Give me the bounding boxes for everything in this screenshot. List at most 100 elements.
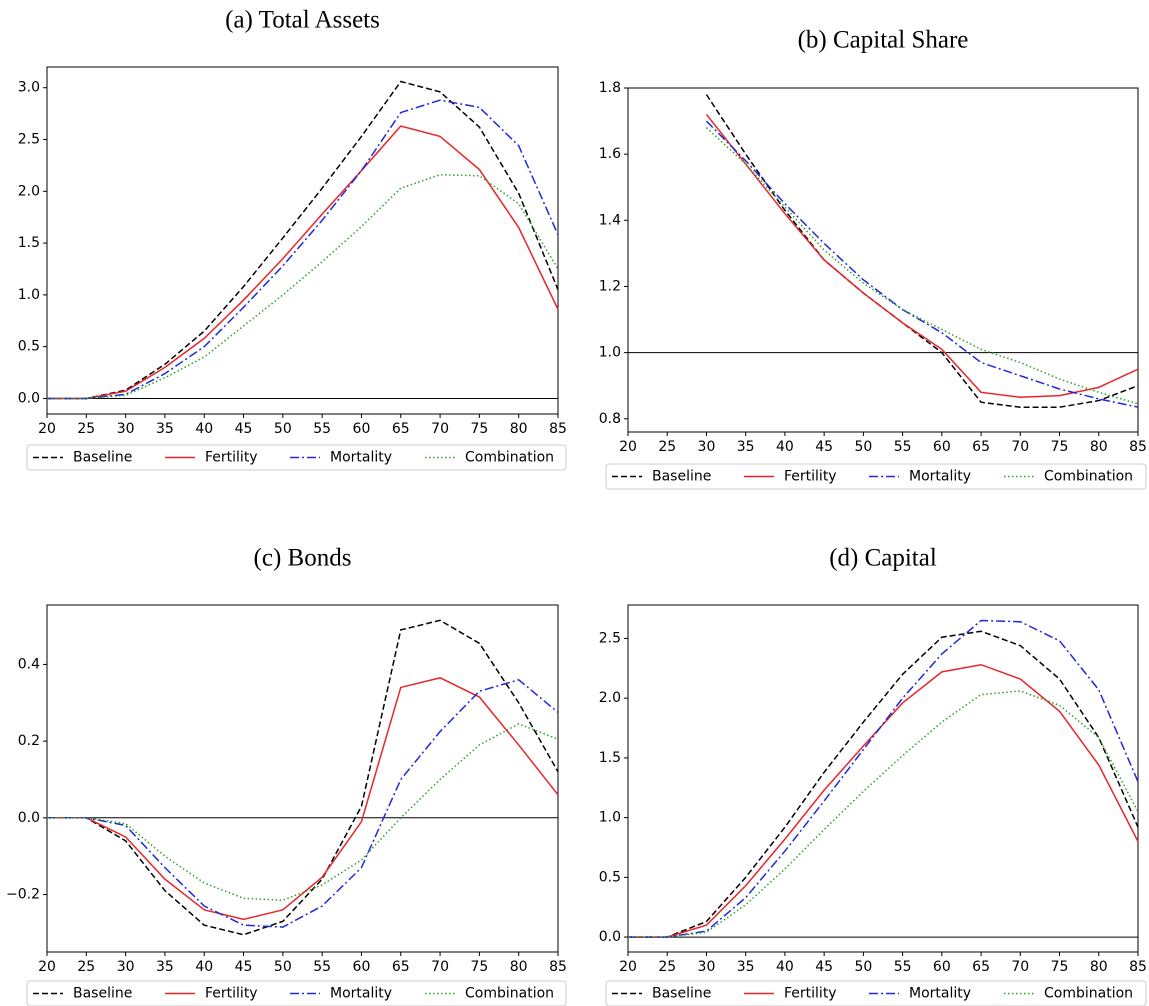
legend-label: Combination bbox=[465, 986, 554, 1002]
legend-label: Baseline bbox=[73, 986, 132, 1002]
y-tick-label: −0.2 bbox=[6, 886, 40, 902]
x-tick-label: 70 bbox=[1011, 959, 1029, 975]
y-tick-label: 3.0 bbox=[18, 80, 40, 96]
legend-label: Combination bbox=[465, 450, 554, 466]
series-line bbox=[705, 113, 1139, 399]
x-tick-label: 20 bbox=[38, 421, 56, 437]
x-tick-label: 40 bbox=[195, 959, 213, 975]
y-tick-label: 0.4 bbox=[18, 656, 40, 672]
y-tick-label: 2.0 bbox=[599, 690, 621, 706]
series-line bbox=[47, 678, 559, 928]
x-tick-label: 45 bbox=[235, 421, 253, 437]
x-tick-label: 35 bbox=[156, 421, 174, 437]
y-tick-label: 1.0 bbox=[599, 345, 621, 361]
legend-label: Mortality bbox=[330, 986, 392, 1002]
x-tick-label: 25 bbox=[77, 959, 95, 975]
axes-frame bbox=[627, 604, 1139, 953]
legend-label: Fertility bbox=[205, 450, 258, 466]
axes-frame bbox=[46, 604, 559, 953]
x-tick-label: 80 bbox=[510, 959, 528, 975]
y-tick-label: 0.5 bbox=[599, 869, 621, 885]
x-tick-label: 55 bbox=[313, 959, 331, 975]
x-tick-label: 45 bbox=[815, 439, 833, 455]
y-tick-label: 1.5 bbox=[599, 750, 621, 766]
series-line bbox=[47, 619, 559, 936]
series-line bbox=[628, 630, 1139, 938]
y-tick-label: 1.2 bbox=[599, 278, 621, 294]
x-tick-label: 40 bbox=[776, 959, 794, 975]
y-tick-label: 0.8 bbox=[599, 411, 621, 427]
x-tick-label: 30 bbox=[698, 439, 716, 455]
series-line bbox=[705, 94, 1139, 408]
y-tick-label: 0.5 bbox=[18, 339, 40, 355]
x-tick-label: 25 bbox=[77, 421, 95, 437]
legend-label: Mortality bbox=[909, 986, 971, 1002]
series-line bbox=[47, 173, 559, 400]
subplot-title: (d) Capital bbox=[829, 545, 937, 572]
x-tick-label: 80 bbox=[1090, 959, 1108, 975]
legend-label: Baseline bbox=[652, 469, 711, 485]
series-line bbox=[47, 125, 559, 400]
legend-label: Baseline bbox=[73, 450, 132, 466]
y-tick-label: 2.5 bbox=[18, 132, 40, 148]
series-line bbox=[628, 663, 1139, 938]
axes-frame bbox=[627, 87, 1139, 433]
series-line bbox=[47, 99, 559, 400]
legend-label: Fertility bbox=[784, 469, 837, 485]
y-tick-label: 1.5 bbox=[18, 235, 40, 251]
x-tick-label: 85 bbox=[1129, 959, 1147, 975]
x-tick-label: 20 bbox=[619, 959, 637, 975]
x-tick-label: 50 bbox=[854, 439, 872, 455]
x-tick-label: 45 bbox=[815, 959, 833, 975]
axes-frame bbox=[46, 66, 559, 415]
series-line bbox=[47, 677, 559, 921]
y-tick-label: 2.0 bbox=[18, 183, 40, 199]
x-tick-label: 70 bbox=[431, 959, 449, 975]
x-tick-label: 20 bbox=[619, 439, 637, 455]
x-tick-label: 85 bbox=[549, 421, 567, 437]
x-tick-label: 30 bbox=[698, 959, 716, 975]
x-tick-label: 40 bbox=[776, 439, 794, 455]
legend-label: Fertility bbox=[205, 986, 258, 1002]
subplot-title: (b) Capital Share bbox=[798, 27, 969, 54]
x-tick-label: 60 bbox=[353, 959, 371, 975]
series-line bbox=[47, 723, 559, 901]
x-tick-label: 50 bbox=[274, 421, 292, 437]
y-tick-label: 1.6 bbox=[599, 146, 621, 162]
legend-label: Combination bbox=[1044, 469, 1133, 485]
x-tick-label: 80 bbox=[510, 421, 528, 437]
y-tick-label: 1.0 bbox=[18, 287, 40, 303]
series-line bbox=[47, 80, 559, 400]
x-tick-label: 65 bbox=[392, 421, 410, 437]
x-tick-label: 70 bbox=[1011, 439, 1029, 455]
x-tick-label: 55 bbox=[894, 959, 912, 975]
x-tick-label: 20 bbox=[38, 959, 56, 975]
y-tick-label: 1.4 bbox=[599, 212, 621, 228]
x-tick-label: 75 bbox=[1051, 439, 1069, 455]
legend-label: Mortality bbox=[330, 450, 392, 466]
y-tick-label: 0.0 bbox=[599, 929, 621, 945]
y-tick-label: 0.0 bbox=[18, 810, 40, 826]
x-tick-label: 65 bbox=[392, 959, 410, 975]
legend-label: Fertility bbox=[784, 986, 837, 1002]
x-tick-label: 55 bbox=[313, 421, 331, 437]
y-tick-label: 2.5 bbox=[599, 630, 621, 646]
x-tick-label: 65 bbox=[972, 439, 990, 455]
x-tick-label: 60 bbox=[933, 959, 951, 975]
series-line bbox=[628, 619, 1139, 938]
x-tick-label: 65 bbox=[972, 959, 990, 975]
x-tick-label: 35 bbox=[156, 959, 174, 975]
x-tick-label: 35 bbox=[737, 959, 755, 975]
y-tick-label: 0.2 bbox=[18, 733, 40, 749]
x-tick-label: 50 bbox=[274, 959, 292, 975]
x-tick-label: 25 bbox=[658, 439, 676, 455]
x-tick-label: 60 bbox=[933, 439, 951, 455]
x-tick-label: 40 bbox=[195, 421, 213, 437]
subplot-title: (a) Total Assets bbox=[225, 7, 380, 34]
x-tick-label: 50 bbox=[854, 959, 872, 975]
x-tick-label: 85 bbox=[549, 959, 567, 975]
series-line bbox=[705, 127, 1139, 405]
x-tick-label: 30 bbox=[117, 959, 135, 975]
legend-label: Baseline bbox=[652, 986, 711, 1002]
